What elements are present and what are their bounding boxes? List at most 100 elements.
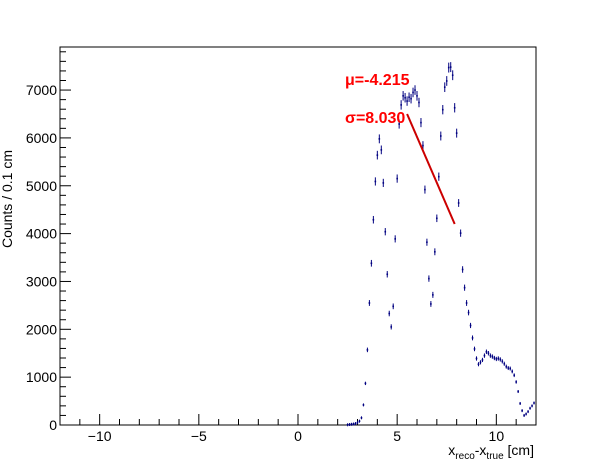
data-point (416, 95, 418, 97)
data-point (430, 303, 432, 305)
data-point (388, 312, 391, 315)
data-point (517, 390, 519, 393)
data-point (461, 268, 464, 271)
data-point (348, 423, 351, 426)
data-point (392, 305, 394, 308)
x-axis-title: xreco-xtrue [cm] (448, 442, 534, 462)
data-point (368, 302, 371, 304)
data-point (408, 96, 410, 99)
x-tick-label: −5 (191, 428, 207, 444)
data-point (402, 95, 404, 97)
data-point (438, 175, 440, 178)
data-point (354, 422, 357, 425)
data-point (525, 413, 527, 415)
data-point (394, 238, 396, 240)
data-point (495, 358, 498, 360)
data-point (463, 286, 466, 289)
data-point (523, 414, 525, 417)
data-point (356, 421, 359, 424)
data-point (443, 86, 446, 88)
data-point (398, 123, 400, 125)
x-tick-labels: −10 −5 0 5 10 (88, 428, 505, 444)
data-point (426, 241, 428, 244)
data-point (432, 294, 434, 296)
x-tick-label: 5 (393, 428, 401, 444)
data-point (400, 104, 402, 106)
data-point (436, 217, 438, 220)
data-point (441, 108, 444, 111)
data-point (384, 230, 387, 233)
fit-line (406, 113, 456, 225)
data-point (352, 423, 355, 425)
data-point (453, 106, 456, 109)
data-point (531, 405, 533, 407)
data-point (449, 66, 452, 68)
y-tick-label: 7000 (26, 82, 57, 98)
data-point (475, 357, 478, 360)
y-tick-label: 4000 (26, 226, 57, 242)
data-point (459, 232, 462, 234)
data-point (412, 91, 414, 94)
x-axis-title-main: x (448, 442, 455, 458)
y-axis-title: Counts / 0.1 cm (0, 150, 15, 248)
data-point (451, 74, 454, 77)
data-point (511, 370, 513, 373)
x-axis-title-sub-true: true (486, 451, 504, 462)
data-point (380, 149, 383, 151)
data-point (374, 180, 377, 183)
data-point (358, 420, 361, 422)
data-point (457, 202, 460, 204)
y-tick-labels: 0 1000 2000 3000 4000 5000 6000 7000 (26, 82, 57, 433)
data-point (364, 382, 367, 385)
data-point (465, 302, 468, 304)
data-point (378, 138, 381, 140)
data-point (483, 354, 486, 357)
x-tick-label: 0 (294, 428, 302, 444)
data-point (414, 89, 416, 91)
x-tick-label: 10 (489, 428, 505, 444)
data-point (434, 250, 436, 253)
x-axis-title-unit: [cm] (504, 442, 534, 458)
data-point (406, 100, 408, 102)
axis-ticks (59, 51, 537, 426)
data-point (509, 367, 512, 370)
data-point (493, 357, 496, 359)
data-point (376, 154, 379, 156)
data-point (501, 360, 504, 363)
data-point (447, 66, 450, 69)
data-point (529, 407, 531, 410)
data-point (499, 358, 502, 361)
data-point (386, 273, 389, 276)
data-point (481, 359, 484, 361)
data-point (477, 363, 480, 366)
data-point (491, 355, 494, 358)
data-point (445, 80, 448, 82)
data-point (489, 354, 492, 357)
data-point (497, 357, 500, 360)
x-axis-title-sub-reco: reco (455, 451, 475, 462)
data-point (440, 135, 442, 137)
data-point (428, 277, 430, 280)
data-point (515, 381, 517, 383)
data-point (473, 348, 476, 350)
data-point (372, 218, 375, 221)
y-tick-label: 6000 (26, 130, 57, 146)
data-point (527, 410, 529, 413)
data-point (410, 97, 412, 100)
data-point (467, 311, 470, 314)
data-point (505, 365, 508, 368)
sigma-annotation: σ=8.030 (345, 110, 405, 127)
data-point (455, 132, 458, 134)
data-point (346, 423, 349, 426)
data-point (382, 182, 385, 184)
data-point (418, 101, 420, 104)
data-points (346, 62, 535, 427)
y-tick-label: 5000 (26, 178, 57, 194)
y-tick-label: 3000 (26, 273, 57, 289)
data-point (513, 374, 515, 377)
data-point (404, 96, 406, 99)
data-point (422, 144, 424, 147)
data-point (424, 188, 426, 191)
